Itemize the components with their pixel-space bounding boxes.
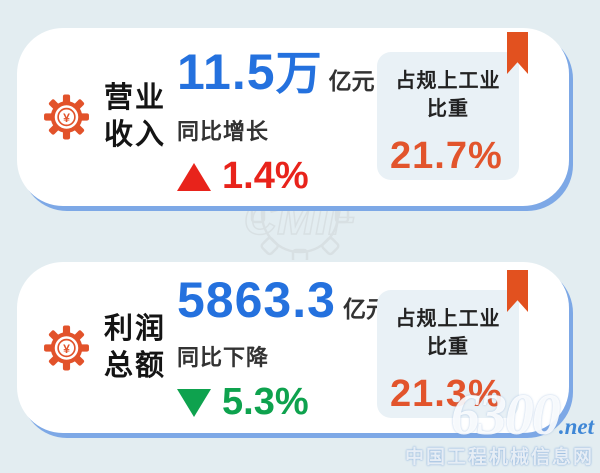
profit-share-box: 占规上工业 比重 21.3%: [377, 270, 528, 418]
revenue-share-value: 21.7%: [390, 135, 503, 177]
revenue-share-title-line2: 比重: [427, 98, 469, 120]
svg-text:¥: ¥: [63, 111, 70, 125]
revenue-label: 营业 收入: [104, 80, 166, 154]
revenue-card: ¥ 营业 收入 11.5 万 亿元 同比增长 1.4% 占规上工业 比重 21.…: [17, 28, 569, 206]
bookmark-ribbon-icon: [507, 270, 528, 312]
revenue-label-line2: 收入: [104, 119, 167, 151]
bookmark-ribbon-icon: [507, 32, 528, 74]
revenue-value: 11.5: [177, 44, 276, 100]
profit-value: 5863.3: [177, 272, 336, 328]
profit-label-line2: 总额: [104, 349, 167, 382]
revenue-share-title: 占规上工业 比重: [377, 67, 519, 123]
profit-card: ¥ 利润 总额 5863.3 亿元 同比下降 5.3% 占规上工业 比重 21.…: [17, 262, 569, 433]
profit-share-title-line1: 占规上工业: [395, 308, 501, 330]
gear-yuan-icon: ¥: [44, 94, 89, 140]
revenue-change-caption: 同比增长: [177, 119, 270, 144]
revenue-label-line1: 营业: [104, 81, 167, 114]
profit-change-row: 5.3%: [177, 381, 389, 424]
down-triangle-icon: [177, 388, 211, 417]
revenue-share-title-line1: 占规上工业: [395, 70, 501, 92]
revenue-metric: 11.5 万 亿元 同比增长 1.4%: [177, 37, 375, 198]
revenue-unit: 亿元: [328, 68, 375, 94]
profit-label: 利润 总额: [104, 310, 166, 384]
svg-text:¥: ¥: [63, 342, 70, 356]
profit-change-value: 5.3%: [222, 381, 309, 423]
profit-share-title-line2: 比重: [427, 336, 469, 358]
profit-share-value: 21.3%: [390, 373, 503, 415]
gear-yuan-icon: ¥: [44, 325, 89, 370]
profit-label-line1: 利润: [104, 312, 167, 345]
revenue-value-suffix: 万: [275, 47, 322, 99]
profit-change-caption: 同比下降: [177, 345, 270, 370]
revenue-value-row: 11.5 万 亿元: [177, 37, 375, 103]
revenue-share-box: 占规上工业 比重 21.7%: [377, 32, 528, 180]
revenue-change-value: 1.4%: [222, 155, 309, 197]
profit-value-row: 5863.3 亿元: [177, 271, 389, 329]
profit-metric: 5863.3 亿元 同比下降 5.3%: [177, 271, 389, 424]
revenue-change-row: 1.4%: [177, 155, 375, 198]
up-triangle-icon: [177, 162, 211, 191]
site-watermark-name: 中国工程机械信息网: [404, 447, 594, 468]
site-watermark-domain: .net: [558, 414, 594, 439]
profit-share-title: 占规上工业 比重: [377, 305, 519, 361]
